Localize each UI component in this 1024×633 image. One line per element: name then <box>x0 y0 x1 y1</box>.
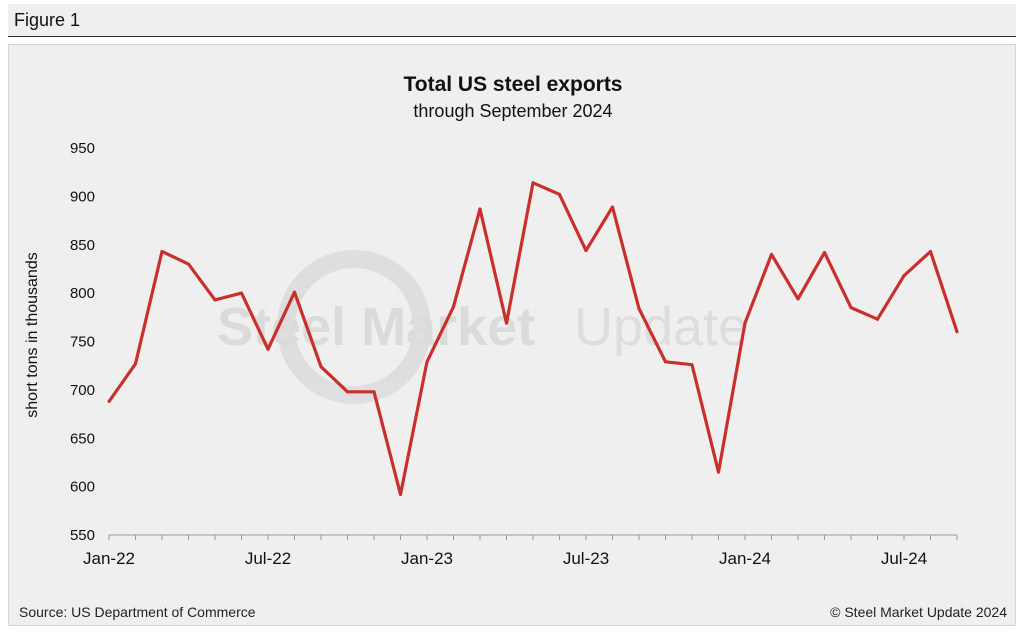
data-point-sep-23 <box>637 307 641 311</box>
y-tick-label: 900 <box>70 188 95 205</box>
data-point-may-23 <box>531 181 535 185</box>
x-tick-label: Jul-24 <box>881 549 927 568</box>
x-axis-ticks: Jan-22 Jul-22 Jan-23 Jul-23 Jan-24 Jul-24 <box>83 535 958 568</box>
line-chart: Steel Market Update Total US steel expor… <box>19 73 1007 620</box>
data-point-jun-23 <box>558 192 561 196</box>
data-point-mar-24 <box>796 297 800 301</box>
data-point-sep-22 <box>319 365 323 369</box>
watermark-light-text: Update <box>574 297 748 357</box>
series-points <box>107 181 959 496</box>
y-tick-label: 650 <box>70 430 95 447</box>
chart-title: Total US steel exports <box>403 73 622 96</box>
data-point-dec-22 <box>399 492 402 496</box>
data-point-jul-23 <box>584 249 588 253</box>
chart-subtitle: through September 2024 <box>413 101 612 121</box>
data-point-jun-24 <box>876 317 879 321</box>
chart-panel: Steel Market Update Total US steel expor… <box>8 44 1016 626</box>
data-point-apr-23 <box>505 321 508 325</box>
data-point-oct-23 <box>664 360 667 364</box>
watermark-logo <box>277 250 431 404</box>
y-axis-ticks: 550 600 650 700 750 800 850 900 950 <box>70 140 95 544</box>
x-tick-label: Jan-23 <box>401 549 453 568</box>
data-point-aug-24 <box>929 250 932 254</box>
data-point-jul-22 <box>266 347 270 351</box>
y-tick-label: 800 <box>70 285 95 302</box>
data-point-aug-22 <box>293 290 296 294</box>
y-tick-label: 850 <box>70 237 95 254</box>
data-point-jan-22 <box>107 399 111 403</box>
y-tick-label: 750 <box>70 334 95 351</box>
data-point-sep-24 <box>955 330 959 334</box>
data-point-apr-24 <box>823 250 826 254</box>
y-axis-label: short tons in thousands <box>24 252 41 417</box>
data-point-feb-23 <box>452 305 455 309</box>
data-point-nov-23 <box>690 363 694 367</box>
x-tick-label: Jul-22 <box>245 549 291 568</box>
watermark: Steel Market Update <box>217 250 748 404</box>
y-tick-label: 600 <box>70 479 95 496</box>
data-point-nov-22 <box>372 390 376 394</box>
data-point-apr-22 <box>187 262 190 266</box>
data-point-feb-24 <box>770 252 773 256</box>
figure-label: Figure 1 <box>14 10 81 30</box>
copyright-note: © Steel Market Update 2024 <box>830 604 1007 620</box>
x-tick-label: Jul-23 <box>563 549 609 568</box>
data-point-may-22 <box>213 298 217 302</box>
data-point-feb-22 <box>134 362 137 366</box>
data-point-jul-24 <box>902 274 906 278</box>
data-point-mar-23 <box>478 207 482 211</box>
data-point-jan-23 <box>425 360 429 364</box>
data-point-may-24 <box>849 306 853 310</box>
y-tick-label: 700 <box>70 382 95 399</box>
data-point-aug-23 <box>611 205 614 209</box>
x-tick-label: Jan-22 <box>83 549 135 568</box>
data-point-jan-24 <box>743 321 747 325</box>
data-point-oct-22 <box>346 390 349 394</box>
source-note: Source: US Department of Commerce <box>19 604 256 620</box>
x-tick-label: Jan-24 <box>719 549 771 568</box>
watermark-bold-text: Steel Market <box>217 297 535 357</box>
y-tick-label: 550 <box>70 527 95 544</box>
data-point-dec-23 <box>717 470 720 474</box>
y-tick-label: 950 <box>70 140 95 157</box>
data-point-jun-22 <box>240 291 243 295</box>
data-point-mar-22 <box>160 250 164 254</box>
figure-header: Figure 1 <box>8 4 1016 37</box>
